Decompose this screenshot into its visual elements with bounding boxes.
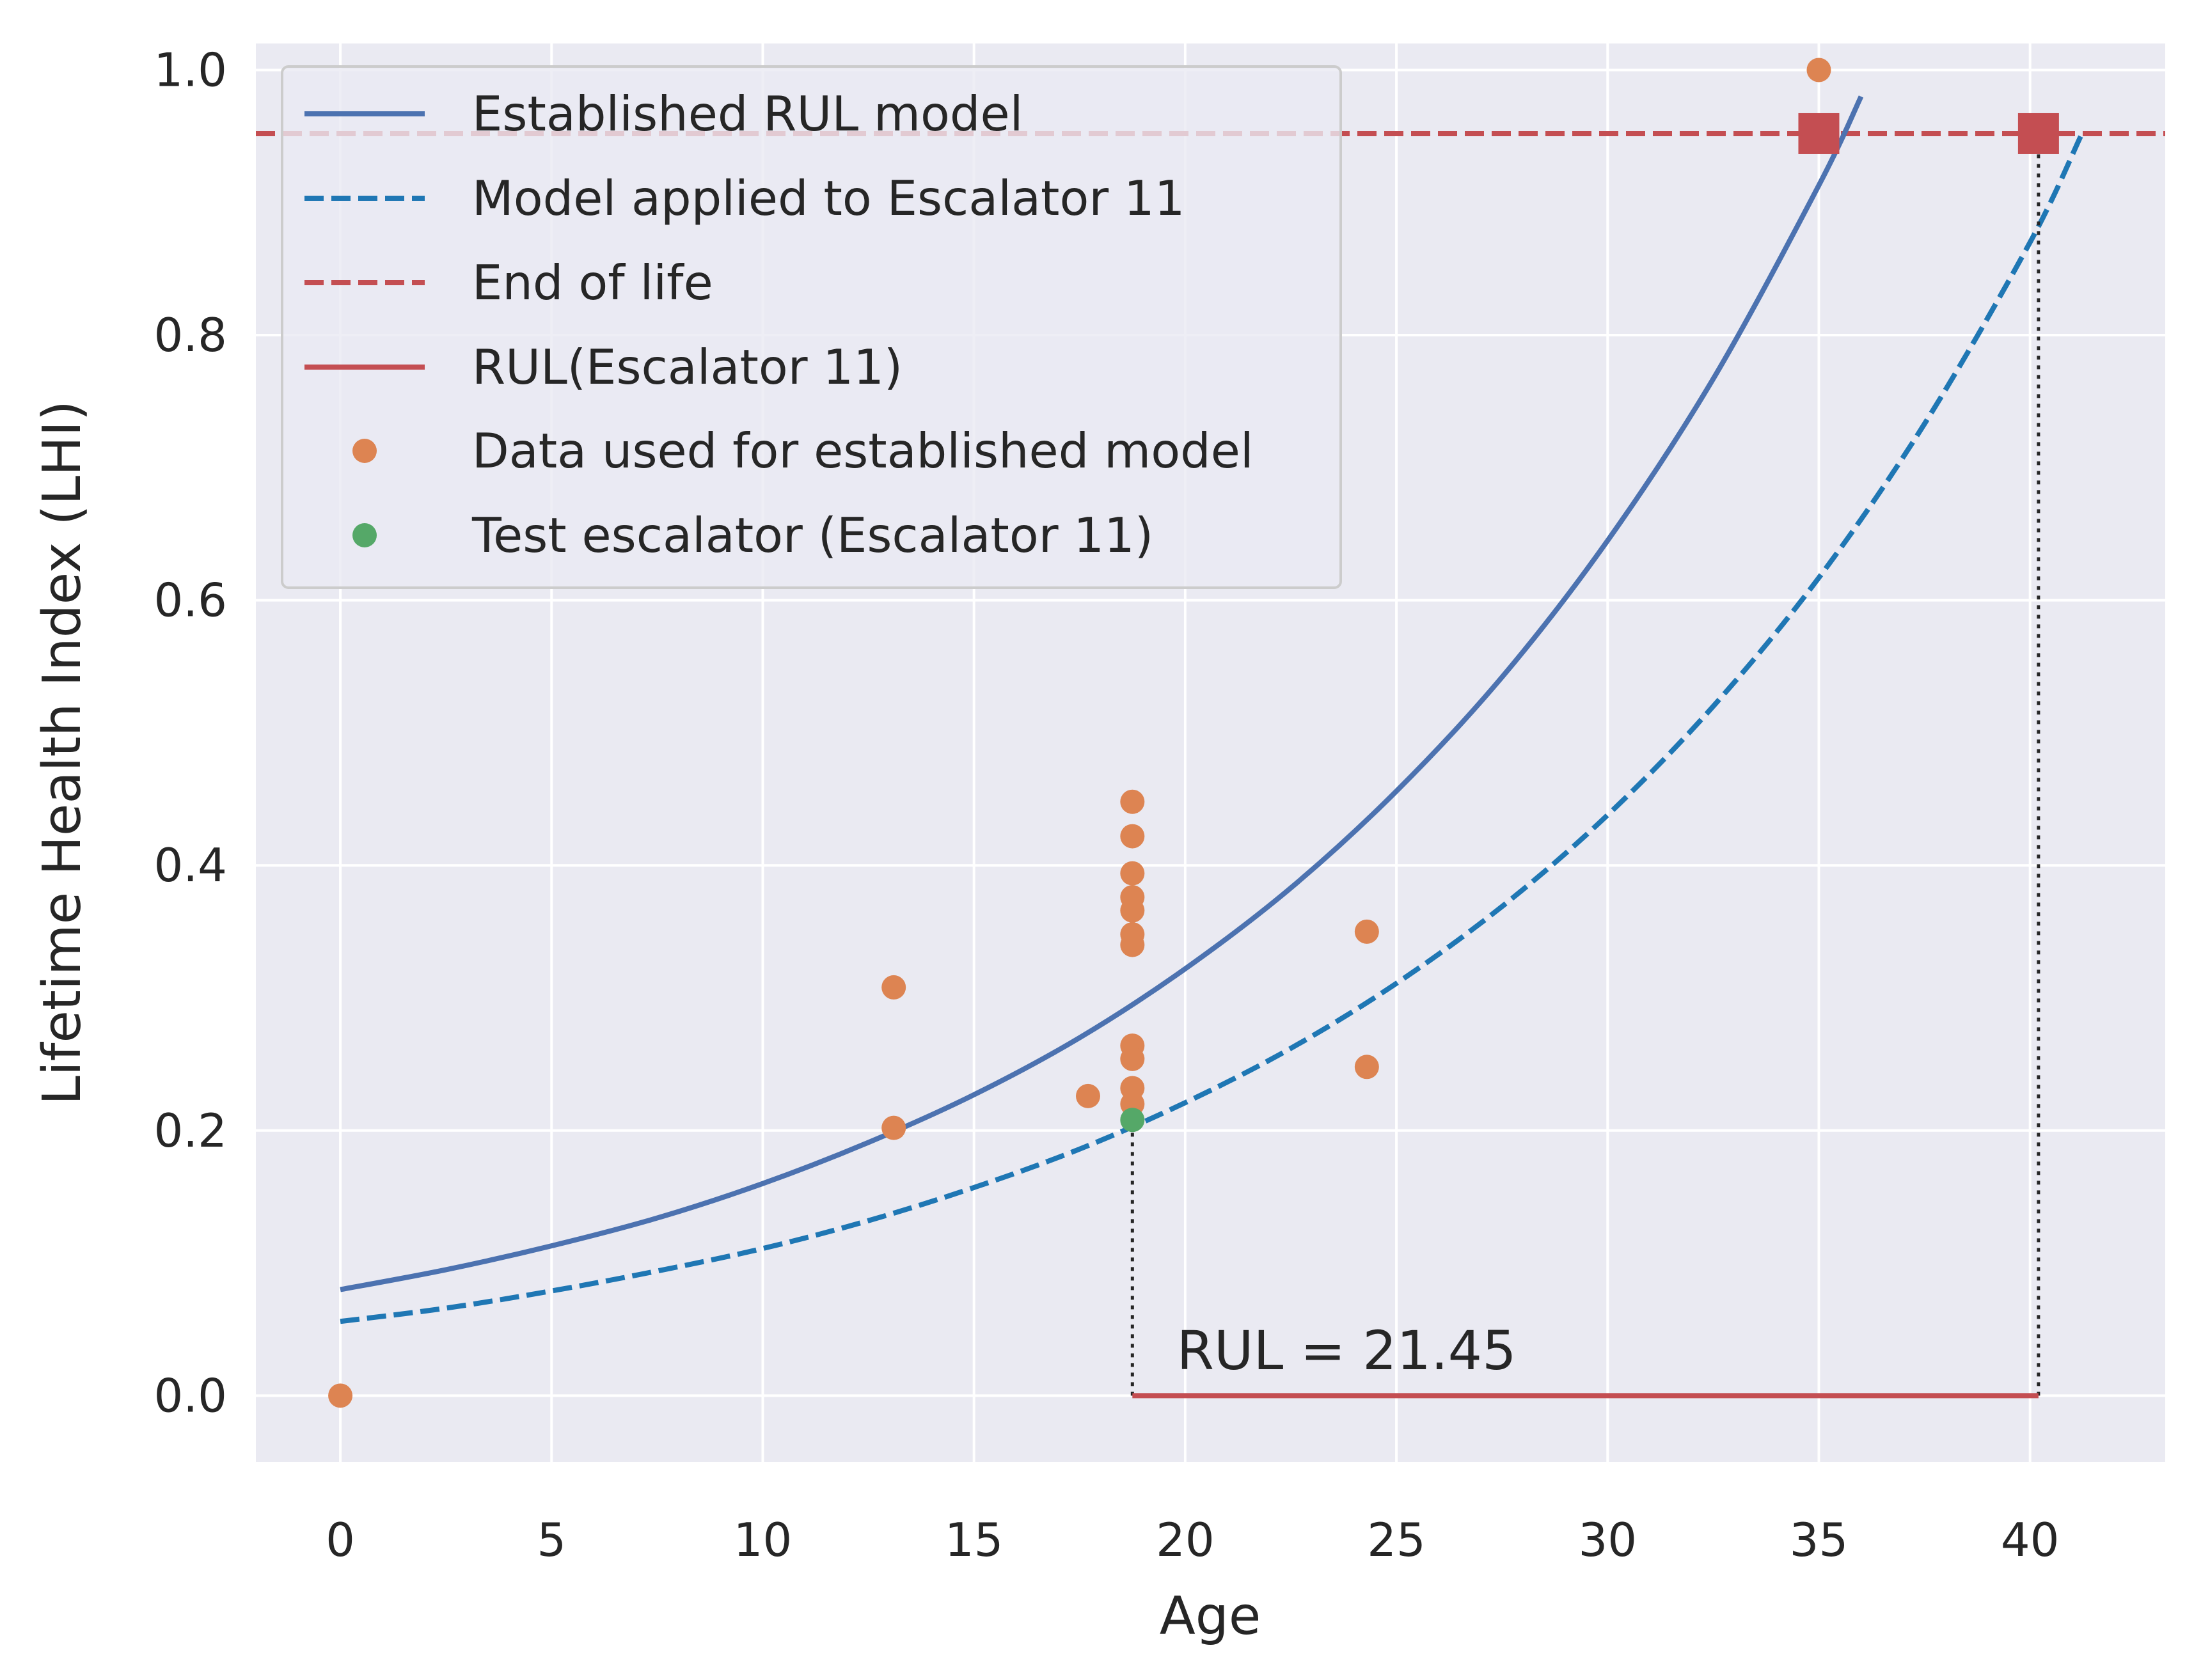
x-tick-label: 20 bbox=[1156, 1513, 1215, 1567]
x-tick-label: 15 bbox=[945, 1513, 1004, 1567]
y-tick-label: 0.0 bbox=[154, 1369, 227, 1422]
legend-label-rul: RUL(Escalator 11) bbox=[472, 339, 903, 395]
data-point bbox=[1806, 58, 1831, 82]
x-tick-label: 10 bbox=[734, 1513, 793, 1567]
y-tick-label: 1.0 bbox=[154, 43, 227, 97]
rul-annotation: RUL = 21.45 bbox=[1177, 1319, 1517, 1382]
legend-label-data-points: Data used for established model bbox=[472, 423, 1254, 479]
data-point bbox=[1120, 861, 1145, 886]
x-axis-label: Age bbox=[1160, 1586, 1261, 1647]
y-tick-label: 0.4 bbox=[154, 838, 227, 892]
x-tick-label: 35 bbox=[1790, 1513, 1849, 1567]
y-tick-label: 0.8 bbox=[154, 308, 227, 362]
legend-swatch-data-points bbox=[352, 439, 377, 463]
applied-model-line bbox=[340, 135, 2083, 1324]
data-point bbox=[1075, 1083, 1100, 1108]
data-point bbox=[328, 1383, 353, 1408]
x-tick-label: 5 bbox=[537, 1513, 566, 1567]
x-tick-label: 25 bbox=[1367, 1513, 1426, 1567]
data-point bbox=[1120, 898, 1145, 923]
data-point bbox=[1354, 1055, 1379, 1079]
data-point bbox=[881, 1115, 906, 1140]
x-tick-label: 40 bbox=[2001, 1513, 2060, 1567]
x-tick-label: 0 bbox=[326, 1513, 355, 1567]
data-point bbox=[1354, 919, 1379, 944]
y-tick-label: 0.2 bbox=[154, 1104, 227, 1158]
legend-label-end-of-life: End of life bbox=[472, 255, 713, 311]
legend-box bbox=[281, 65, 1342, 589]
tick-labels: 0 5 10 15 20 25 30 35 40 0.0 0.2 0.4 0.6 0.8 1.0 bbox=[154, 43, 2059, 1567]
legend-label-applied: Model applied to Escalator 11 bbox=[472, 170, 1185, 226]
legend-swatch-test-point bbox=[352, 523, 377, 547]
data-point bbox=[1120, 789, 1145, 814]
end-of-life-marker bbox=[2017, 113, 2059, 154]
y-tick-label: 0.6 bbox=[154, 574, 227, 627]
y-axis-label: Lifetime Health Index (LHI) bbox=[32, 400, 93, 1105]
data-point bbox=[1120, 1046, 1145, 1071]
end-of-life-marker bbox=[1798, 113, 1840, 154]
data-point bbox=[1120, 932, 1145, 957]
established-model-line bbox=[340, 95, 1864, 1292]
legend-label-test-point: Test escalator (Escalator 11) bbox=[471, 507, 1153, 563]
legend-label-established: Established RUL model bbox=[472, 86, 1023, 142]
legend: Established RUL model Model applied to E… bbox=[281, 65, 1342, 589]
x-tick-label: 30 bbox=[1578, 1513, 1637, 1567]
data-point bbox=[1120, 824, 1145, 849]
data-point bbox=[881, 975, 906, 1000]
test-escalator-point bbox=[1120, 1108, 1145, 1133]
